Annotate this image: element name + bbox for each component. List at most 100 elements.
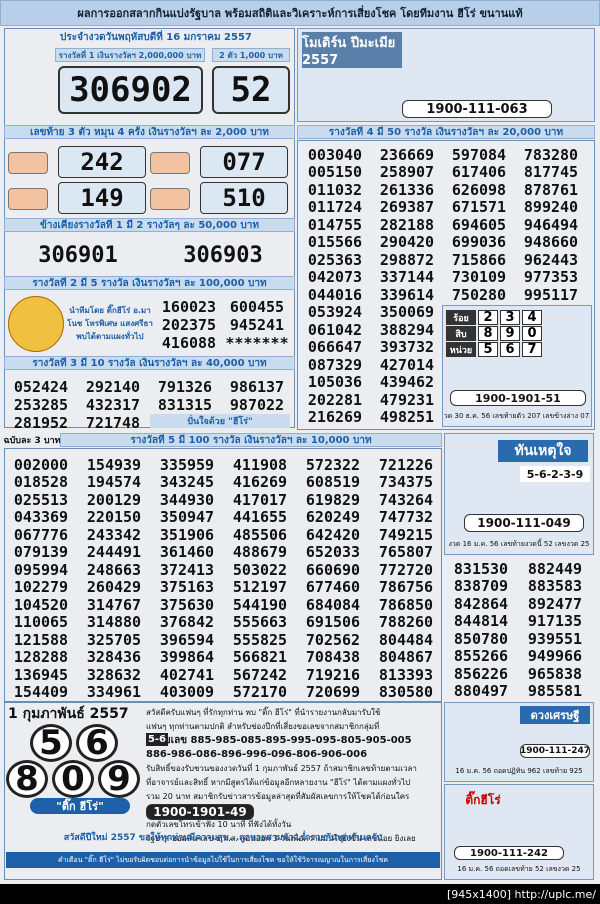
fifth-label: รางวัลที่ 5 มี 100 รางวัล เงินรางวัลฯ ละ… (60, 433, 442, 447)
bottom-line: แฟนๆ ทุกท่านตามปกติ สำหรับช่องปีกที่เสี่… (146, 722, 380, 731)
fifth-number: 025513 (13, 491, 69, 508)
fifth-number: 503022 (232, 561, 288, 578)
fourth-number: 339614 (379, 286, 435, 303)
fifth-number: 965838 (527, 665, 583, 682)
fifth-number: 939551 (527, 630, 583, 647)
fifth-number: 416269 (232, 473, 288, 491)
stat-cell: 8 (478, 326, 498, 341)
fourth-number: 715866 (451, 251, 507, 268)
price: ฉบับละ 3 บาท (4, 436, 60, 446)
fifth-number: 067776 (13, 526, 69, 543)
fifth-number: 334961 (86, 683, 142, 701)
third-label: รางวัลที่ 3 มี 10 รางวัล เงินรางวัลฯ ละ … (4, 356, 295, 370)
fifth-number: 734375 (378, 473, 434, 491)
fifth-number: 747732 (378, 508, 434, 526)
bottom-line: กดตัวเลขโทรเข้าฟัง 10 นาที ที่ฟังได้ทั้ง… (146, 820, 292, 829)
fifth-number: 788260 (378, 613, 434, 631)
fourth-number: 015566 (307, 233, 363, 251)
fourth-number: 626098 (451, 181, 507, 198)
fifth-number: 856226 (453, 665, 509, 682)
ad-lower-phone: 1900-111-247 (520, 744, 590, 758)
stat-cell: 3 (500, 310, 520, 325)
bottom-date: 1 กุมภาพันธ์ 2557 (8, 706, 129, 722)
bottom-line: รวม 20 นาท สมาชิกรับข่าวสารข้อมูลล่าสุดท… (146, 792, 410, 801)
fifth-number: 749215 (378, 526, 434, 543)
third-number: 292140 (85, 378, 141, 396)
fourth-number: 946494 (523, 216, 579, 233)
stat-cell: 0 (522, 326, 542, 341)
ad-bottom-title: ติ๊กฮีโร่ (465, 792, 501, 807)
stat-cell: 2 (478, 310, 498, 325)
fifth-number: 350947 (159, 508, 215, 526)
lucky-digit: 6 (76, 724, 118, 762)
icon (8, 188, 48, 210)
fifth-number: 314880 (86, 613, 142, 631)
fifth-number: 566821 (232, 648, 288, 666)
fifth-number: 830580 (378, 683, 434, 701)
fourth-number: 011724 (307, 198, 363, 216)
fourth-number: 479231 (379, 391, 435, 408)
fourth-number: 671571 (451, 198, 507, 216)
fifth-number: 619829 (305, 491, 361, 508)
fourth-number: 044016 (307, 286, 363, 303)
three-number: 077 (200, 146, 288, 178)
fourth-number: 005150 (307, 163, 363, 181)
fifth-number: 702562 (305, 631, 361, 648)
fifth-number: 344930 (159, 491, 215, 508)
fifth-number: 136945 (13, 666, 69, 683)
fourth-number: 350069 (379, 303, 435, 321)
bottom-line: หมายเลข 885-985-085-895-995-095-805-905-… (146, 735, 412, 746)
stat-cell: 9 (500, 326, 520, 341)
fourth-number: 087329 (307, 356, 363, 373)
fifth-number: 314767 (86, 596, 142, 613)
fourth-label: รางวัลที่ 4 มี 50 รางวัล เงินรางวัลฯ ละ … (297, 125, 595, 139)
fifth-number: 194574 (86, 473, 142, 491)
fifth-number: 608519 (305, 473, 361, 491)
fifth-number: 691506 (305, 613, 361, 631)
fourth-number: 730109 (451, 268, 507, 286)
second-label: รางวัลที่ 2 มี 5 รางวัล เงินรางวัลฯ ละ 1… (4, 276, 295, 290)
fifth-number: 361460 (159, 543, 215, 561)
fifth-number: 567242 (232, 666, 288, 683)
fifth-number: 620249 (305, 508, 361, 526)
bottom-name: "ติ๊ก ฮีโร่" (30, 798, 130, 814)
fourth-number: 025363 (307, 251, 363, 268)
fourth-number: 003040 (307, 146, 363, 163)
fourth-number: 699036 (451, 233, 507, 251)
stat-cell: สิบ (446, 326, 476, 341)
icon (8, 152, 48, 174)
greeting: สวัสดีปีใหม่ 2557 ขอให้ทุกท่านมีความสุข.… (63, 833, 383, 843)
lucky-digit: 0 (52, 760, 94, 798)
second-number: 202375 (161, 316, 217, 334)
stat-cell: 4 (522, 310, 542, 325)
fourth-number: 105036 (307, 373, 363, 391)
ad-middle-note: งวด 16 ม.ค. 56 เลขท้ายงวดนี้ 52 เลขงวด 2… (448, 539, 590, 548)
fifth-number: 043369 (13, 508, 69, 526)
fifth-number: 403009 (159, 683, 215, 701)
lucky-digit: 8 (6, 760, 48, 798)
fourth-number: 061042 (307, 321, 363, 338)
fourth-number: 439462 (379, 373, 435, 391)
fifth-number: 842864 (453, 595, 509, 612)
fourth-number: 066647 (307, 338, 363, 356)
ad-top-title: โมเดิร์น ปีมะเมีย 2557 (302, 32, 402, 68)
ad-stats (442, 305, 592, 427)
fifth-number: 677460 (305, 578, 361, 596)
stats-phone: 1900-1901-51 (450, 390, 586, 406)
fifth-number: 882449 (527, 560, 583, 577)
fourth-number: 258907 (379, 163, 435, 181)
fourth-number: 962443 (523, 251, 579, 268)
stats-note: งวด 30 ธ.ค. 56 เลขท้ายตัว 207 เลขข้างล่า… (444, 411, 590, 420)
date: ประจำงวดวันพฤหัสบดีที่ 16 มกราคม 2557 (60, 31, 252, 43)
fourth-number: 750280 (451, 286, 507, 303)
fifth-number: 402741 (159, 666, 215, 683)
two-number: 52 (212, 66, 290, 114)
fifth-number: 720699 (305, 683, 361, 701)
code: 5-6 (146, 733, 168, 746)
bottom-line: รัฐบาล-ออมสิน-เลข ธ.ก.ส. ก่อนออก 3 วันเพ… (146, 834, 416, 843)
fourth-number: 216269 (307, 408, 363, 426)
stat-cell: 7 (522, 342, 542, 357)
second-number: 160023 (161, 298, 217, 316)
fourth-number: 290420 (379, 233, 435, 251)
fourth-number: 694605 (451, 216, 507, 233)
